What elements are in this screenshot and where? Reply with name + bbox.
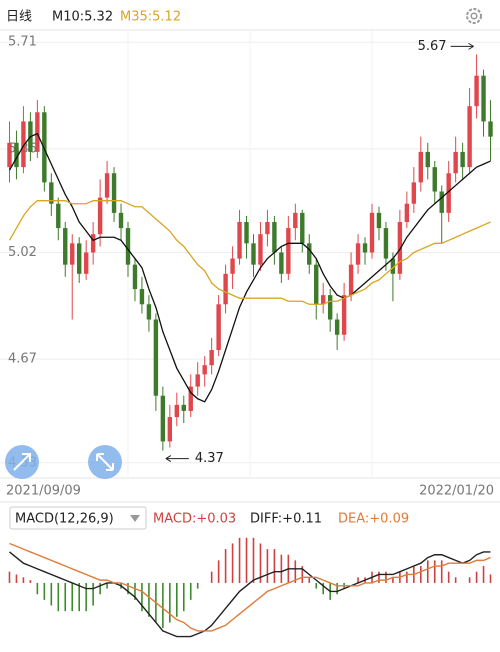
- candle-body: [63, 228, 68, 265]
- candle-body: [209, 350, 214, 366]
- y-tick-label: 5.02: [8, 245, 37, 260]
- candle-body: [56, 203, 61, 229]
- candle-body: [369, 212, 375, 253]
- candle-body: [293, 212, 298, 229]
- candle-body: [118, 212, 124, 229]
- candle-body: [216, 304, 221, 350]
- ma-legend: M10:5.32: [52, 10, 113, 25]
- macd-legend: DIFF:+0.11: [250, 512, 322, 527]
- macd-line: [9, 542, 491, 632]
- candle-body: [83, 252, 89, 274]
- candle-body: [362, 243, 368, 253]
- candle-body: [139, 289, 145, 305]
- candle-body: [286, 228, 291, 274]
- candle-body: [21, 121, 26, 168]
- candle-body: [397, 222, 403, 274]
- candle-body: [7, 142, 12, 168]
- candle-body: [467, 106, 472, 168]
- floating-button[interactable]: [5, 445, 39, 479]
- candle-body: [111, 173, 117, 213]
- y-tick-label: 4.67: [8, 352, 37, 367]
- candle-body: [460, 151, 465, 168]
- candle-body: [223, 273, 228, 305]
- candle-body: [181, 404, 186, 411]
- macd-legend: MACD:+0.03: [153, 512, 236, 527]
- candle-body: [355, 243, 361, 265]
- macd-line: [9, 551, 491, 638]
- x-date-label: 2022/01/20: [419, 484, 494, 499]
- candle-body: [230, 258, 235, 274]
- candle-body: [97, 197, 103, 235]
- candle-body: [202, 365, 207, 375]
- candle-body: [244, 222, 249, 244]
- candle-body: [327, 295, 333, 320]
- candle-body: [49, 182, 54, 204]
- candle-body: [418, 151, 423, 183]
- moving-average-line: [8, 200, 491, 305]
- candle-body: [146, 304, 152, 320]
- candle-body: [307, 243, 312, 265]
- candle-body: [404, 203, 410, 222]
- candle-body: [132, 264, 138, 290]
- candle-body: [125, 228, 131, 265]
- candle-body: [237, 222, 242, 259]
- candle-body: [195, 374, 200, 387]
- candle-body: [341, 295, 347, 335]
- candle-body: [70, 243, 75, 265]
- candle-body: [314, 264, 319, 305]
- annotation-label: 4.37: [195, 451, 224, 466]
- candle-body: [279, 252, 284, 274]
- candle-body: [390, 258, 396, 274]
- candle-body: [160, 395, 166, 442]
- candle-body: [251, 243, 256, 265]
- candle-body: [474, 75, 479, 107]
- candle-body: [425, 151, 430, 168]
- candle-body: [446, 173, 451, 213]
- candle-body: [376, 212, 382, 229]
- candle-body: [432, 167, 437, 192]
- macd-legend: DEA:+0.09: [338, 512, 409, 527]
- annotation-arrowhead: [165, 455, 172, 462]
- ma-legend: M35:5.12: [120, 10, 181, 25]
- y-tick-label: 5.71: [8, 35, 37, 50]
- candle-body: [14, 142, 19, 168]
- indicator-selector-label: MACD(12,26,9): [15, 512, 114, 527]
- candle-body: [321, 295, 326, 305]
- candle-body: [411, 182, 417, 204]
- candle-body: [153, 319, 159, 396]
- candle-body: [300, 212, 305, 244]
- candle-body: [90, 234, 96, 253]
- candle-body: [481, 75, 486, 122]
- period-label: 日线: [6, 10, 32, 25]
- candle-body: [272, 222, 277, 253]
- candle-body: [383, 228, 389, 259]
- indicator-selector[interactable]: [9, 506, 147, 530]
- candle-body: [167, 417, 173, 442]
- candle-body: [334, 319, 340, 335]
- candle-body: [188, 386, 193, 411]
- candle-body: [35, 112, 40, 152]
- candle-body: [453, 151, 458, 174]
- annotation-arrowhead: [468, 42, 474, 50]
- candle-body: [174, 404, 179, 418]
- candle-body: [104, 173, 110, 198]
- floating-button[interactable]: [88, 445, 122, 479]
- candle-body: [439, 191, 444, 213]
- settings-icon[interactable]: [466, 8, 482, 24]
- candle-body: [265, 222, 270, 235]
- candle-body: [348, 264, 354, 296]
- dropdown-arrow: [130, 515, 140, 522]
- candle-body: [77, 243, 82, 274]
- moving-average-line: [8, 132, 491, 403]
- x-date-label: 2021/09/09: [6, 484, 81, 499]
- candle-body: [488, 121, 493, 137]
- candle-body: [258, 234, 263, 265]
- annotation-label: 5.67: [418, 39, 447, 54]
